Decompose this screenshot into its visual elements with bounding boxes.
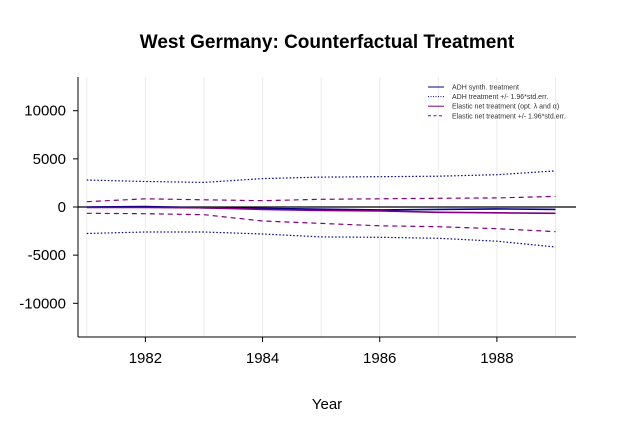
x-tick-label-1988: 1988 <box>480 350 513 367</box>
chart-title: West Germany: Counterfactual Treatment <box>140 32 515 53</box>
series-line-1 <box>86 170 556 184</box>
x-tick-label-1984: 1984 <box>246 350 279 367</box>
x-tick-label-1982: 1982 <box>129 350 162 367</box>
x-tick-label-1986: 1986 <box>363 350 396 367</box>
series-line-2 <box>86 231 556 248</box>
y-tick-label-10000: 10000 <box>24 103 66 120</box>
y-axis-ticks: 10000 5000 0 -5000 -10000 <box>19 103 78 312</box>
series-line-5 <box>86 212 556 233</box>
legend-label-0: ADH synth. treatment <box>452 85 519 92</box>
series-line-4 <box>86 195 556 203</box>
x-axis-ticks: 1982 1984 1986 1988 <box>129 337 514 367</box>
legend-label-3: Elastic net treatment +/- 1.96*std.err. <box>452 113 566 120</box>
series-line-3 <box>86 206 556 215</box>
y-tick-label-0: 0 <box>58 199 66 216</box>
legend-label-2: Elastic net treatment (opt. λ and α) <box>452 104 559 111</box>
x-axis-label: Year <box>312 396 342 413</box>
legend: ADH synth. treatment ADH treatment +/- 1.… <box>428 85 566 120</box>
y-tick-label--5000: -5000 <box>28 247 66 264</box>
y-tick-label-5000: 5000 <box>33 151 66 168</box>
legend-label-1: ADH treatment +/- 1.96*std.err. <box>452 94 548 101</box>
series-lines <box>86 170 556 248</box>
y-tick-label--10000: -10000 <box>19 295 66 312</box>
